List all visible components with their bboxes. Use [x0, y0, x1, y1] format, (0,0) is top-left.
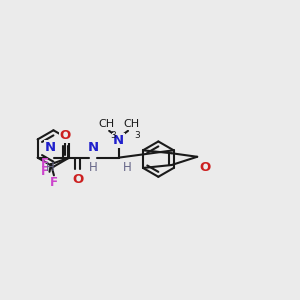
Text: N: N [44, 141, 56, 154]
Text: O: O [72, 173, 83, 186]
Text: CH: CH [123, 119, 139, 129]
Text: F: F [50, 176, 58, 190]
Text: F: F [41, 157, 49, 170]
Text: 3: 3 [135, 131, 140, 140]
Text: O: O [60, 129, 71, 142]
Text: N: N [44, 141, 56, 154]
Text: H: H [123, 161, 131, 175]
Text: N: N [113, 134, 124, 147]
Text: CH: CH [98, 119, 114, 129]
Text: N: N [87, 141, 98, 154]
Text: H: H [88, 161, 97, 175]
Text: 3: 3 [110, 131, 116, 140]
Text: H: H [46, 161, 54, 175]
Text: F: F [41, 165, 49, 178]
Text: O: O [200, 161, 211, 175]
